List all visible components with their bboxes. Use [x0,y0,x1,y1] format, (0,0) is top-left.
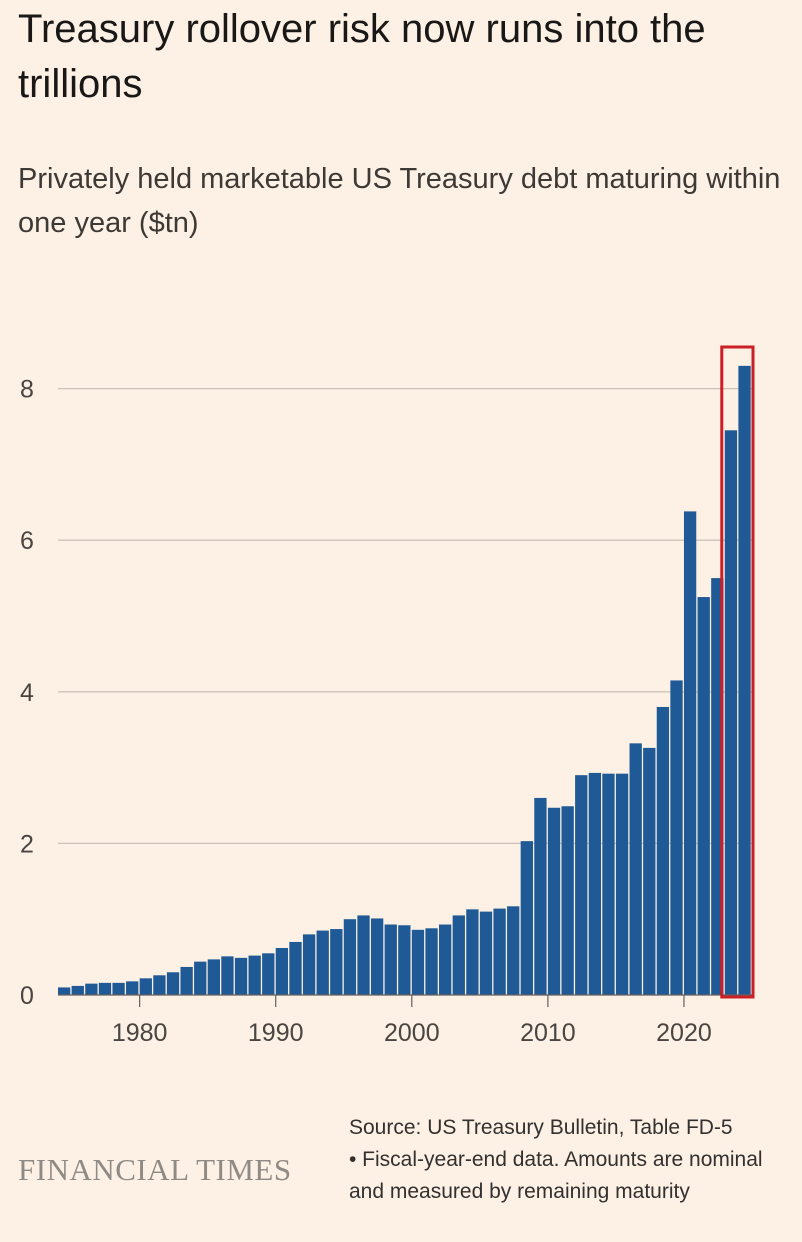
x-tick-label: 2000 [384,1019,440,1047]
chart-subtitle: Privately held marketable US Treasury de… [18,163,781,239]
bar [629,743,642,995]
bar [561,806,574,995]
bar [153,975,166,995]
bar [439,924,452,995]
y-tick-label: 4 [20,679,34,707]
bar [248,955,261,995]
bar [357,915,370,995]
x-tick-label: 1990 [248,1019,304,1047]
bar [194,961,207,995]
bar [275,948,289,995]
bar [507,906,520,995]
bar [683,511,697,995]
bar [289,941,302,995]
bar [58,987,71,995]
ft-logo: FINANCIAL TIMES [18,1152,292,1187]
bar [234,957,248,995]
bar [520,841,533,995]
bar [466,909,479,995]
bar [697,597,710,995]
highlight-box [720,345,755,999]
highlight [720,345,755,999]
bar [98,982,112,995]
bar [534,797,547,995]
bar-chart: 0 2 4 6 8 1980 1990 2000 2010 2020 [20,345,755,1047]
x-tick-label: 2020 [656,1019,712,1047]
y-tick-label: 6 [20,527,34,555]
bar [411,929,425,995]
y-tick-label: 8 [20,376,34,404]
x-tick-label: 1980 [112,1019,168,1047]
bar [479,911,493,995]
bar [71,985,84,995]
bar [575,775,588,995]
bar [588,772,602,995]
bar [643,747,656,995]
bar [330,929,343,995]
bar [615,773,629,995]
bar [85,983,98,995]
footnote-text: • Fiscal-year-end data. Amounts are nomi… [349,1148,763,1203]
source-text: Source: US Treasury Bulletin, Table FD-5 [349,1116,733,1139]
bar [452,915,465,995]
y-tick-label: 2 [20,830,34,858]
bar [724,430,738,995]
bar [207,959,220,995]
y-tick-label: 0 [20,982,34,1010]
bar [398,925,411,995]
bar [656,706,670,995]
y-axis-ticks: 0 2 4 6 8 [20,376,34,1010]
bars [58,365,752,996]
bar [370,918,384,995]
bar [262,953,275,995]
bar [425,928,438,995]
bar [166,972,180,995]
bar [738,365,751,995]
chart-title: Treasury rollover risk now runs into the… [18,7,706,106]
bar [670,680,683,995]
bar [126,981,139,995]
source-note: Source: US Treasury Bulletin, Table FD-5… [349,1112,789,1208]
bar [112,982,125,995]
bar [302,934,316,995]
bar [493,908,506,995]
bar [602,773,615,995]
x-tick-label: 2010 [520,1019,576,1047]
bar [139,978,152,995]
x-axis-ticks: 1980 1990 2000 2010 2020 [112,995,712,1047]
bar [384,924,397,995]
bar [316,930,329,995]
bar [547,807,561,995]
bar [221,956,234,995]
bar [343,919,357,995]
bar [180,966,193,995]
